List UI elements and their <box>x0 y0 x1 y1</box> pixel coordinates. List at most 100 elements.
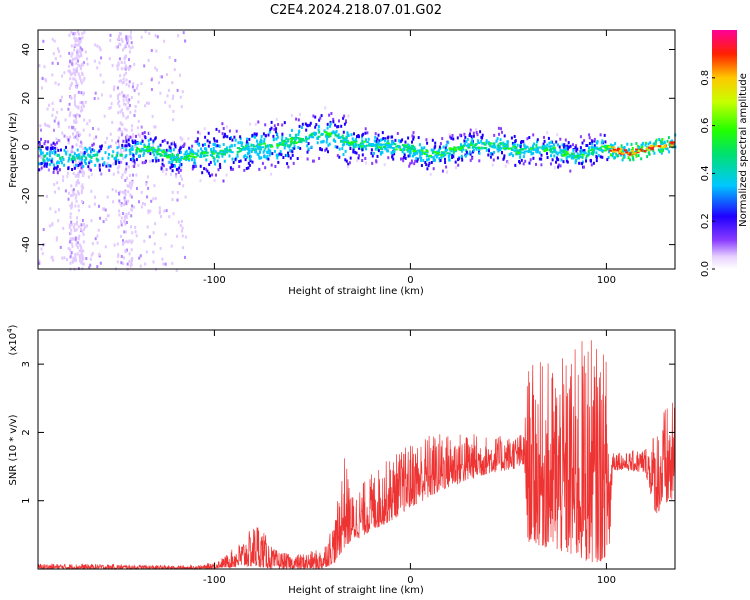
spectrogram-noise-cell <box>77 32 80 36</box>
spectrogram-cell <box>46 147 49 151</box>
spectrogram-cell <box>641 145 644 149</box>
spectrogram-cell <box>173 143 176 147</box>
spectrogram-peak-cell <box>286 138 290 141</box>
spectrogram-cell <box>464 154 467 158</box>
spectrogram-cell <box>346 142 349 146</box>
spectrogram-peak-cell <box>453 148 457 151</box>
spectrogram-cell <box>197 149 200 153</box>
spectrogram-noise-cell <box>91 252 94 255</box>
spectrogram-cell <box>620 150 623 154</box>
spectrogram-peak-cell <box>217 152 221 155</box>
spectrogram-peak-cell <box>336 134 340 137</box>
spectrogram-peak-cell <box>472 146 476 149</box>
spectrogram-peak-cell <box>182 157 186 160</box>
spectrogram-cell <box>352 148 355 152</box>
spectrogram-peak-cell <box>352 139 356 142</box>
spectrogram-cell <box>125 162 128 166</box>
spectrogram-cell <box>240 148 243 151</box>
spectrogram-cell <box>582 149 585 153</box>
spectrogram-peak-cell <box>529 147 533 150</box>
spectrogram-noise-cell <box>137 119 140 123</box>
spectrogram-cell <box>373 139 376 143</box>
spectrogram-cell <box>231 138 234 142</box>
spectrogram-peak-cell <box>247 145 251 148</box>
spectrogram-noise-cell <box>54 81 57 85</box>
spectrogram-noise-cell <box>156 35 159 39</box>
spectrogram-cell <box>488 149 490 153</box>
spectrogram-noise-cell <box>118 42 121 46</box>
spectrogram-cell <box>344 158 347 162</box>
spectrogram-noise-cell <box>184 195 187 199</box>
spectrogram-noise-cell <box>147 211 150 215</box>
spectrogram-noise-cell <box>116 38 119 41</box>
spectrogram-cell <box>460 149 463 153</box>
spectrogram-noise-cell <box>80 185 83 189</box>
spectrogram-cell <box>649 148 652 152</box>
spectrogram-noise-cell <box>180 220 183 223</box>
spectrogram-noise-cell <box>125 128 128 132</box>
spectrogram-noise-cell <box>176 234 179 238</box>
spectrogram-noise-cell <box>161 257 164 261</box>
spectrogram-peak-cell <box>261 146 264 149</box>
spectrogram-noise-cell <box>51 255 54 259</box>
spectrogram-noise-cell <box>145 250 148 254</box>
spectrogram-cell <box>492 158 495 162</box>
spectrogram-noise-cell <box>76 43 79 47</box>
spectrogram-noise-cell <box>75 86 78 90</box>
spectrogram-cell <box>129 152 132 156</box>
spectrogram-cell <box>248 163 251 167</box>
spectrogram-peak-cell <box>650 148 654 151</box>
spectrogram-noise-cell <box>147 101 150 105</box>
spectrogram-peak-cell <box>605 147 609 150</box>
spectrogram-noise-cell <box>73 128 76 132</box>
y-tick-label: 0 <box>21 144 32 150</box>
spectrogram-cell <box>296 157 299 160</box>
spectrogram-cell <box>632 156 634 160</box>
spectrogram-peak-cell <box>611 150 615 153</box>
spectrogram-cell <box>99 168 101 172</box>
spectrogram-noise-cell <box>69 231 72 235</box>
spectrogram-cell <box>258 167 261 171</box>
spectrogram-cell <box>604 140 607 144</box>
spectrogram-cell <box>278 152 281 156</box>
spectrogram-peak-cell <box>163 151 167 154</box>
spectrogram-cell <box>586 144 589 147</box>
spectrogram-cell <box>38 141 41 144</box>
spectrogram-peak-cell <box>645 147 649 150</box>
spectrogram-cell <box>346 131 349 135</box>
spectrogram-noise-cell <box>68 86 71 90</box>
spectrogram-peak-cell <box>187 157 191 160</box>
spectrogram-noise-cell <box>175 175 178 179</box>
spectrogram-noise-cell <box>83 222 86 226</box>
spectrogram-cell <box>332 120 335 124</box>
spectrogram-peak-cell <box>344 137 348 140</box>
spectrogram-cell <box>86 148 89 152</box>
spectrogram-noise-cell <box>124 215 127 219</box>
spectrogram-peak-cell <box>531 147 535 150</box>
spectrogram-cell <box>480 139 483 143</box>
spectrogram-noise-cell <box>81 151 84 155</box>
spectrogram-noise-cell <box>143 239 146 243</box>
spectrogram-cell <box>461 158 464 162</box>
spectrogram-noise-cell <box>117 111 120 115</box>
spectrogram-noise-cell <box>100 56 103 60</box>
spectrogram-noise-cell <box>184 235 187 239</box>
spectrogram-peak-cell <box>404 144 408 147</box>
spectrogram-noise-cell <box>130 183 133 187</box>
spectrogram-cell <box>588 136 591 140</box>
spectrogram-noise-cell <box>164 232 167 236</box>
spectrogram-noise-cell <box>71 201 73 205</box>
spectrogram-cell <box>391 155 394 159</box>
spectrogram-noise-cell <box>79 133 82 137</box>
spectrogram-cell <box>451 156 454 159</box>
spectrogram-peak-cell <box>578 156 582 158</box>
spectrogram-peak-cell <box>411 148 415 151</box>
spectrogram-noise-cell <box>96 241 99 245</box>
spectrogram-cell <box>575 149 578 153</box>
spectrogram-cell <box>416 159 419 163</box>
spectrogram-peak-cell <box>469 144 473 146</box>
spectrogram-cell <box>491 152 494 156</box>
spectrogram-cell <box>191 150 194 153</box>
spectrogram-cell <box>662 148 665 152</box>
